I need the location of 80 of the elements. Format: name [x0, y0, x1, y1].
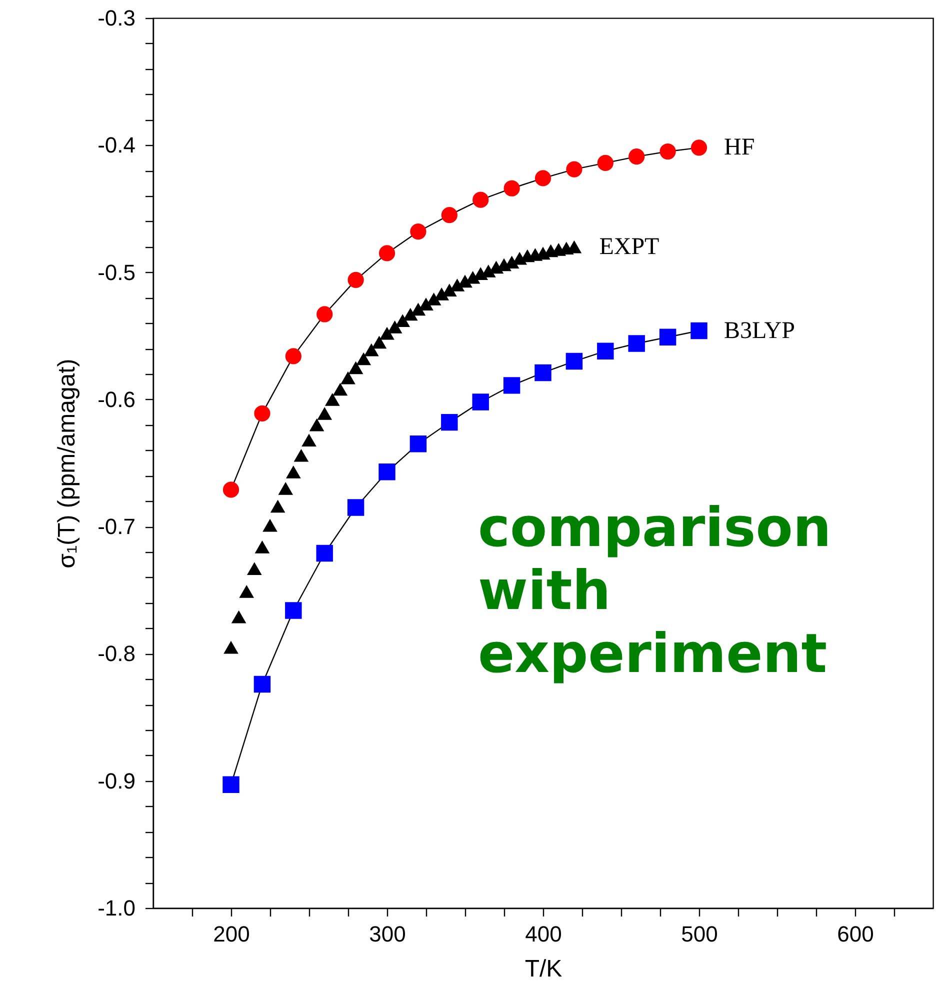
point [285, 602, 302, 619]
series-label: HF [724, 134, 755, 161]
point [418, 298, 434, 310]
point [410, 436, 427, 452]
y-tick-label: -0.4 [98, 132, 136, 158]
point [356, 352, 372, 366]
point [270, 500, 286, 513]
point [426, 292, 442, 306]
y-tick-label: -0.5 [98, 260, 136, 285]
point [278, 482, 294, 495]
x-axis-title: T/K [524, 956, 562, 982]
series-label: B3LYP [724, 318, 795, 344]
point [690, 322, 708, 340]
point [450, 278, 465, 292]
y-tick-label: -1.0 [98, 896, 136, 920]
point [690, 140, 708, 156]
point [659, 328, 676, 346]
point [597, 154, 614, 171]
point [410, 224, 426, 240]
point [239, 584, 254, 598]
point [503, 377, 520, 394]
point [317, 406, 332, 420]
y-tick-label: -0.8 [98, 641, 136, 666]
point [504, 180, 520, 196]
point [348, 272, 364, 288]
point [628, 335, 645, 352]
point [340, 371, 356, 384]
point [254, 676, 271, 693]
y-tick-label: -0.9 [98, 768, 136, 794]
point [348, 361, 364, 374]
point [441, 207, 458, 224]
x-tick-label: 600 [837, 922, 874, 946]
point [262, 518, 278, 532]
y-axis-title: σ₁(T) (ppm/amagat) [54, 358, 81, 568]
x-tick-label: 300 [369, 922, 406, 946]
point [434, 287, 450, 300]
point [285, 348, 302, 364]
point [222, 482, 240, 498]
point [309, 418, 324, 432]
point [628, 148, 645, 165]
point [231, 610, 246, 624]
point [597, 342, 614, 360]
x-tick-label: 400 [525, 922, 562, 946]
point [324, 393, 340, 406]
y-tick-label: -0.3 [98, 6, 136, 30]
point [286, 465, 301, 478]
point [472, 192, 489, 208]
point [380, 326, 394, 340]
point [316, 306, 333, 322]
point [534, 364, 552, 382]
x-tick-label: 200 [213, 922, 250, 946]
point [254, 405, 270, 422]
y-tick-label: -0.6 [98, 386, 136, 412]
point [224, 640, 238, 654]
point [302, 434, 316, 447]
y-tick-label: -0.7 [98, 514, 136, 540]
point [254, 540, 270, 554]
point [566, 161, 582, 178]
point [566, 352, 583, 370]
point [395, 314, 410, 328]
point [364, 343, 379, 356]
point [372, 336, 387, 349]
point [441, 414, 458, 431]
point [410, 302, 426, 316]
point [378, 245, 396, 262]
point [387, 320, 402, 334]
x-tick-label: 500 [681, 922, 718, 946]
point [378, 464, 396, 480]
point [534, 170, 552, 186]
point [222, 776, 240, 794]
point [294, 448, 309, 462]
point [472, 394, 489, 410]
point [246, 562, 262, 575]
point [347, 499, 364, 516]
series-label: EXPT [599, 234, 660, 260]
annotation: comparison with experiment [478, 496, 832, 685]
point [660, 143, 676, 160]
point [402, 308, 418, 321]
point [316, 544, 333, 562]
point [332, 382, 348, 396]
